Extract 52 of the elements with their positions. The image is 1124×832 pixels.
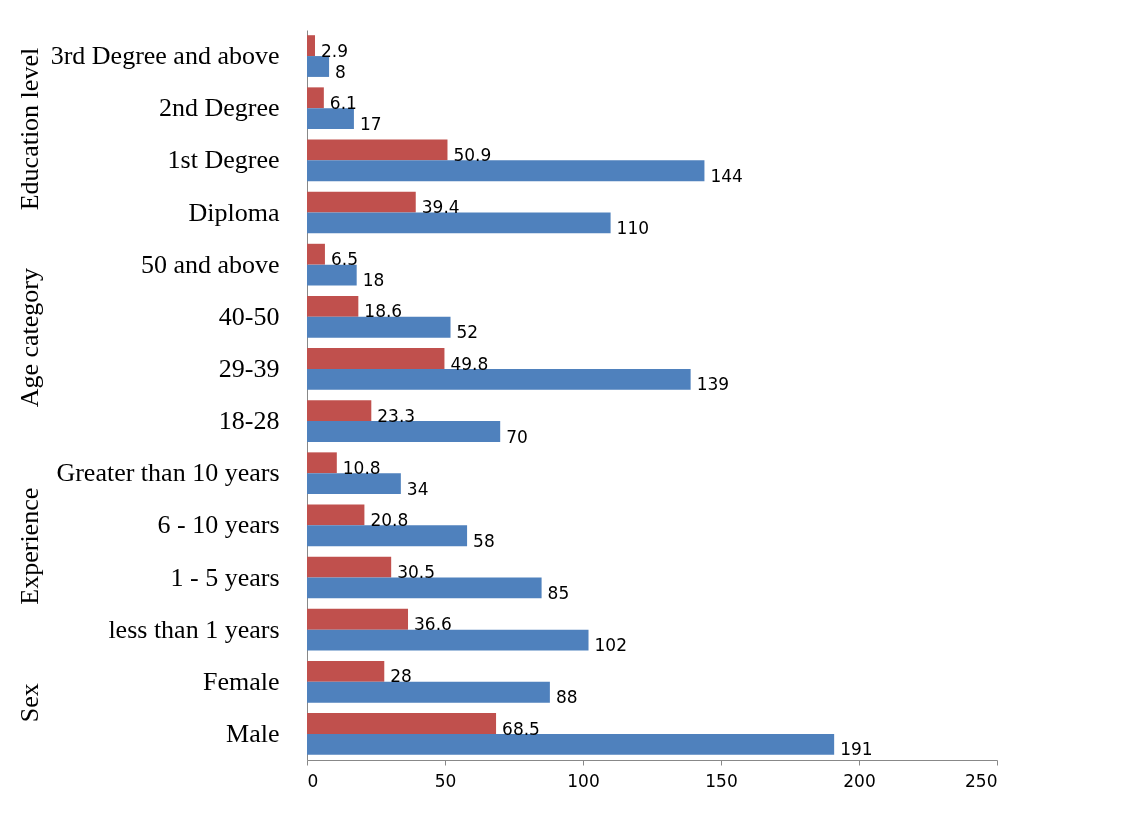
data-label: 191 bbox=[840, 739, 873, 760]
y-tick-label: less than 1 years bbox=[108, 614, 280, 644]
x-tick-label: 0 bbox=[307, 770, 319, 791]
y-tick-label: 18-28 bbox=[218, 406, 280, 436]
text: Sex bbox=[15, 683, 44, 723]
data-label: 144 bbox=[710, 165, 743, 186]
data-label: 17 bbox=[359, 113, 382, 134]
data-label: 70 bbox=[506, 426, 528, 447]
y-tick-label: 29-39 bbox=[218, 353, 280, 383]
x-tick-label: 250 bbox=[965, 770, 998, 791]
x-tick-label: 150 bbox=[705, 770, 738, 791]
y-tick-label: 6 - 10 years bbox=[157, 510, 280, 540]
data-label: 36.6 bbox=[414, 614, 452, 635]
y-tick-label: Greater than 10 years bbox=[56, 458, 280, 488]
text: Age category bbox=[15, 267, 44, 408]
y-tick-label: 2nd Degree bbox=[158, 93, 280, 123]
data-label: 58 bbox=[473, 530, 495, 551]
data-label: 68.5 bbox=[502, 718, 540, 739]
data-label: 102 bbox=[594, 635, 627, 656]
data-label: 139 bbox=[696, 374, 730, 395]
data-label: 50.9 bbox=[453, 144, 492, 165]
data-label: 10.8 bbox=[342, 457, 381, 478]
data-label: 2.9 bbox=[321, 40, 349, 61]
y-tick-label: 1st Degree bbox=[167, 145, 280, 175]
x-tick-label: 50 bbox=[434, 770, 457, 791]
x-tick-label: 100 bbox=[567, 770, 600, 791]
data-label: 6.5 bbox=[330, 249, 358, 270]
data-label: 34 bbox=[406, 478, 429, 499]
data-label: 49.8 bbox=[450, 353, 489, 374]
data-label: 8 bbox=[335, 61, 346, 82]
data-label: 110 bbox=[616, 217, 650, 238]
text: Education level bbox=[15, 47, 44, 211]
y-tick-label: 1 - 5 years bbox=[170, 562, 280, 592]
data-label: 20.8 bbox=[370, 509, 409, 530]
data-label: 30.5 bbox=[397, 562, 436, 583]
text: Experience bbox=[15, 487, 44, 605]
data-label: 28 bbox=[390, 666, 412, 687]
y-tick-label: 3rd Degree and above bbox=[50, 41, 280, 71]
data-label: 6.1 bbox=[329, 92, 357, 113]
data-label: 85 bbox=[547, 582, 570, 603]
data-label: 39.4 bbox=[421, 197, 460, 218]
y-tick-label: 40-50 bbox=[218, 301, 280, 331]
data-label: 18 bbox=[362, 270, 385, 291]
y-tick-label: Female bbox=[202, 666, 280, 696]
y-tick-label: Diploma bbox=[188, 197, 280, 227]
data-label: 52 bbox=[456, 322, 479, 343]
y-tick-label: Male bbox=[226, 718, 280, 748]
y-tick-label: 50 and above bbox=[140, 249, 280, 279]
data-label: 23.3 bbox=[377, 405, 416, 426]
data-label: 18.6 bbox=[364, 301, 403, 322]
x-tick-label: 200 bbox=[843, 770, 876, 791]
data-label: 88 bbox=[555, 687, 578, 708]
